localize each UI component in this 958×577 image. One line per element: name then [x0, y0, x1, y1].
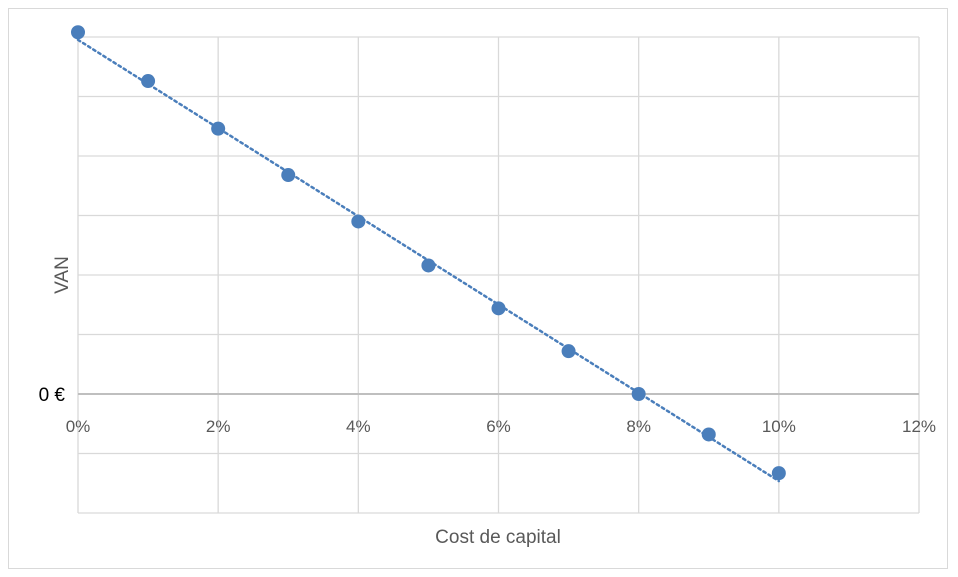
x-tick-label: 8% [626, 417, 651, 436]
data-point [701, 427, 716, 442]
y-tick-labels: 0 € [39, 385, 66, 406]
data-point [421, 258, 436, 273]
data-point [141, 74, 156, 89]
x-axis-title: Cost de capital [435, 527, 561, 548]
x-tick-label: 4% [346, 417, 371, 436]
y-axis-title: VAN [52, 256, 73, 294]
x-tick-label: 10% [762, 417, 796, 436]
x-tick-label: 2% [206, 417, 231, 436]
data-point [561, 344, 576, 359]
data-point [771, 466, 786, 481]
y-tick-label: 0 € [39, 385, 66, 406]
data-points [71, 25, 786, 481]
data-point [491, 301, 506, 316]
gridlines [77, 36, 920, 514]
x-tick-label: 0% [66, 417, 91, 436]
data-point [211, 121, 226, 136]
x-tick-label: 12% [902, 417, 936, 436]
chart-frame [8, 8, 948, 569]
x-tick-labels: 0% 2% 4% 6% 8% 10% 12% [66, 417, 936, 436]
data-point [351, 214, 366, 229]
data-point [281, 168, 296, 183]
data-point [631, 387, 646, 401]
data-point [71, 25, 85, 40]
x-tick-label: 6% [486, 417, 511, 436]
